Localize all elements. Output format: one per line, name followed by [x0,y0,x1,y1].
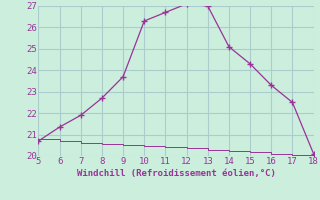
X-axis label: Windchill (Refroidissement éolien,°C): Windchill (Refroidissement éolien,°C) [76,169,276,178]
